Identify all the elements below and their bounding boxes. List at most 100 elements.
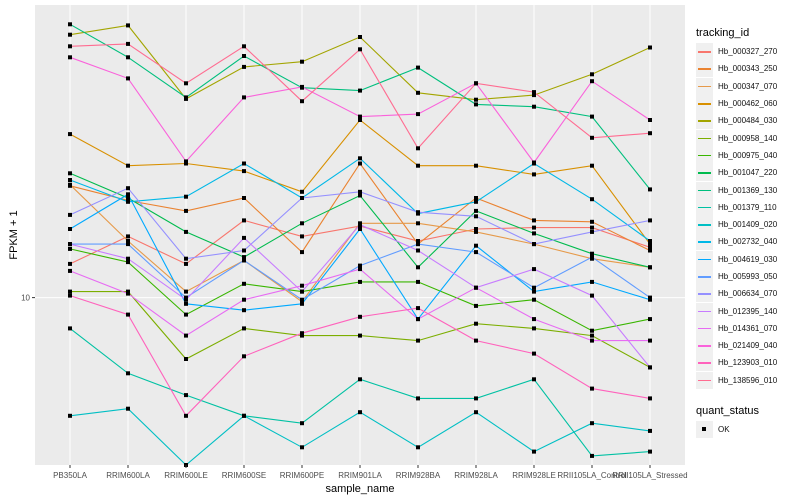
data-point [358,35,362,39]
legend-label: Hb_000343_250 [718,64,778,74]
data-point [126,260,130,265]
data-point [590,225,594,230]
data-point [300,189,304,194]
legend-item: Hb_000462_060 [696,95,800,113]
legend-label: Hb_138596_010 [718,375,778,385]
data-point [300,445,304,450]
line-key-icon [696,60,713,78]
line-key-icon [696,164,713,182]
data-point [590,197,594,202]
data-point [590,255,594,260]
x-tick-label: RRIM600LE [164,471,208,480]
data-point [184,357,188,361]
legend-item: Hb_005993_050 [696,268,800,285]
data-point [416,338,420,343]
data-point [590,229,594,234]
data-point [648,295,652,300]
legend-item: Hb_000484_030 [696,112,800,130]
data-point [184,95,188,100]
data-point [532,449,536,454]
legend-items: Hb_000327_270 Hb_000343_250 Hb_000347_070 H… [696,43,800,389]
data-point [532,231,536,236]
data-point [126,312,130,317]
y-tick-label: 10 [21,294,30,303]
x-tick-label: RRII105LA_Stressed [612,471,687,480]
data-point [126,239,130,243]
data-point [68,44,72,49]
legend-tracking-id: tracking_id Hb_000327_270 Hb_000343_250 Hb… [696,27,800,389]
data-point [648,242,652,247]
data-point [68,261,72,266]
data-point [648,449,652,454]
data-point [416,396,420,401]
data-point [242,281,246,286]
data-point [300,283,304,288]
x-tick-label: RRIM901LA [338,471,382,480]
data-point [126,371,130,376]
data-point [648,396,652,401]
data-point [416,248,420,253]
data-point [184,301,188,306]
data-point [68,246,72,251]
data-point [126,406,130,411]
data-point [242,218,246,223]
data-point [358,267,362,272]
data-point [242,161,246,166]
data-point [300,301,304,306]
data-point [358,314,362,319]
legend-quant-status: quant_status OK [696,405,800,439]
legend-label: Hb_005993_050 [718,272,778,281]
data-point [416,112,420,117]
data-point [590,293,594,298]
data-point [474,102,478,107]
line-key-icon [696,268,713,285]
data-point [184,413,188,418]
data-point [68,22,72,27]
data-point [416,146,420,151]
data-point [242,255,246,260]
legend-item: Hb_006634_070 [696,285,800,303]
data-point [242,95,246,100]
data-point [648,338,652,343]
data-point [590,79,594,84]
data-point [648,187,652,192]
data-point [242,235,246,240]
legend-item: Hb_001409_020 [696,216,800,234]
legend-item: Hb_000327_270 [696,43,800,61]
data-point [242,44,246,49]
data-point [358,118,362,122]
data-point [300,289,304,294]
data-point [242,326,246,331]
data-point [126,196,130,200]
data-point [358,88,362,93]
data-point [300,84,304,89]
data-point [242,354,246,359]
data-point [126,186,130,191]
legend-item: Hb_138596_010 [696,371,800,389]
data-point [300,99,304,104]
legend-label: Hb_001409_020 [718,220,778,230]
data-point [474,199,478,204]
data-point [68,289,72,294]
legend-label: Hb_000958_140 [718,133,778,143]
data-point [184,161,188,166]
data-point [184,333,188,338]
x-axis-title: sample_name [325,483,394,495]
data-point [184,393,188,398]
legend-item: Hb_014361_070 [696,319,800,337]
point-key-icon [696,421,713,439]
data-point [590,386,594,391]
data-point [68,413,72,418]
data-point [184,208,188,213]
data-point [416,65,420,70]
legend-label: Hb_021409_040 [718,341,778,351]
line-key-icon [696,354,713,372]
data-point [126,291,130,296]
data-point [68,178,72,182]
legend-label: Hb_123903_010 [718,358,778,368]
series-points [68,22,652,467]
legend-label: Hb_012395_140 [718,306,778,316]
data-point [126,256,130,261]
data-point [300,196,304,200]
data-point [532,104,536,109]
